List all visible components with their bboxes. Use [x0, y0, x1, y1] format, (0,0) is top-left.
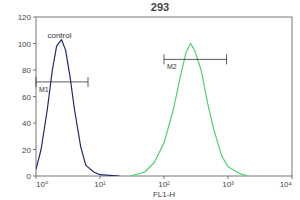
- y-tick-label: 80: [22, 66, 31, 75]
- y-tick: [33, 70, 36, 71]
- histogram-line: [36, 40, 119, 176]
- y-tick: [33, 17, 36, 18]
- y-tick: [33, 123, 36, 124]
- gate-line: [164, 59, 227, 60]
- plot-frame: [36, 17, 292, 176]
- gate-end: [36, 77, 37, 87]
- histogram-line: [131, 44, 248, 177]
- y-tick-label: 20: [22, 146, 31, 155]
- gate-end: [226, 54, 227, 64]
- y-tick: [33, 43, 36, 44]
- series-label: control: [47, 31, 71, 40]
- y-tick: [33, 176, 36, 177]
- x-axis-label: FL1-H: [153, 190, 175, 199]
- x-tick: [36, 176, 37, 179]
- gate-line: [36, 81, 88, 82]
- x-tick: [100, 176, 101, 179]
- gate-end: [164, 54, 165, 64]
- series-group: [36, 40, 247, 176]
- x-tick: [164, 176, 165, 179]
- y-tick: [33, 96, 36, 97]
- x-tick-label: 10⁰: [36, 180, 48, 189]
- x-tick: [228, 176, 229, 179]
- y-tick: [33, 149, 36, 150]
- x-tick-label: 10⁴: [280, 180, 293, 189]
- y-tick-label: 0: [27, 172, 32, 181]
- gate-end: [88, 77, 89, 87]
- x-tick-label: 10²: [158, 180, 170, 189]
- gate-label: M2: [167, 63, 177, 70]
- x-tick-label: 10¹: [94, 180, 106, 189]
- chart: 293 0 20 40 60 80 100 120 10⁰ 10¹ 10² 10³ 10⁴ FL1-H M1…: [0, 0, 300, 200]
- x-tick-label: 10³: [222, 180, 234, 189]
- gate-label: M1: [39, 86, 49, 93]
- y-tick-label: 120: [18, 13, 32, 22]
- title: 293: [151, 1, 169, 13]
- y-tick-label: 100: [18, 40, 32, 49]
- y-tick-label: 60: [22, 93, 31, 102]
- x-tick: [292, 176, 293, 179]
- y-tick-label: 40: [22, 119, 31, 128]
